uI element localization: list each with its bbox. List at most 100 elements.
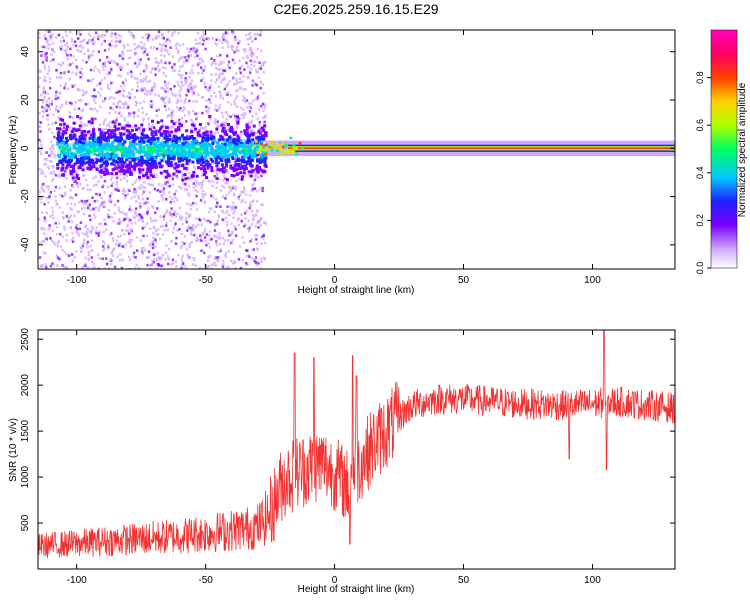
heatmap-cell (99, 148, 103, 152)
heatmap-cell (239, 190, 243, 194)
heatmap-cell (178, 206, 182, 210)
heatmap-cell (166, 172, 170, 176)
heatmap-cell (45, 100, 49, 103)
heatmap-cell (224, 197, 227, 200)
heatmap-cell (260, 260, 263, 263)
heatmap-cell (135, 236, 139, 239)
heatmap-cell (189, 83, 192, 86)
heatmap-cell (257, 135, 261, 139)
heatmap-cell (203, 161, 207, 164)
heatmap-cell (141, 216, 144, 220)
heatmap-cell (63, 86, 66, 90)
heatmap-cell (126, 216, 129, 220)
heatmap-cell (103, 49, 107, 52)
heatmap-cell (143, 153, 147, 156)
heatmap-cell (41, 264, 45, 268)
heatmap-cell (43, 95, 46, 99)
heatmap-cell (128, 155, 132, 158)
heatmap-cell (118, 259, 122, 262)
heatmap-cell (174, 135, 178, 139)
heatmap-cell (151, 246, 155, 250)
heatmap-cell (141, 150, 145, 154)
heatmap-cell (75, 175, 79, 179)
heatmap-cell (100, 130, 104, 134)
heatmap-cell (100, 35, 104, 38)
heatmap-cell (216, 131, 220, 134)
heatmap-cell (98, 128, 102, 132)
heatmap-cell (103, 62, 107, 66)
heatmap-cell (135, 178, 138, 182)
heatmap-cell (235, 138, 239, 142)
heatmap-cell (193, 48, 196, 51)
heatmap-cell (128, 208, 131, 211)
heatmap-cell (224, 161, 228, 164)
heatmap-cell (123, 46, 126, 50)
heatmap-cell (160, 49, 163, 53)
heatmap-cell (121, 57, 125, 60)
heatmap-cell (157, 129, 161, 133)
heatmap-cell (165, 221, 168, 225)
heatmap-cell (161, 198, 165, 201)
heatmap-cell (230, 232, 234, 236)
heatmap-cell (98, 222, 101, 226)
heatmap-cell (258, 131, 262, 135)
heatmap-cell (240, 113, 243, 117)
heatmap-cell (43, 227, 46, 231)
heatmap-cell (111, 162, 114, 166)
heatmap-cell (50, 239, 54, 242)
heatmap-cell (149, 227, 152, 230)
heatmap-cell (86, 227, 89, 231)
heatmap-cell (186, 254, 189, 257)
heatmap-cell (45, 59, 48, 62)
heatmap-cell (109, 258, 112, 261)
heatmap-cell (81, 244, 85, 248)
heatmap-cell (115, 91, 118, 94)
heatmap-cell (258, 120, 261, 124)
heatmap-cell (62, 39, 66, 43)
heatmap-cell (79, 149, 82, 153)
heatmap-cell (217, 215, 220, 219)
heatmap-cell (278, 149, 282, 152)
heatmap-cell (147, 117, 150, 120)
heatmap-cell (187, 225, 191, 228)
heatmap-cell (163, 192, 166, 196)
heatmap-cell (102, 230, 105, 234)
heatmap-cell (250, 92, 254, 95)
heatmap-cell (177, 31, 180, 35)
heatmap-cell (129, 241, 132, 245)
heatmap-cell (234, 129, 237, 133)
heatmap-cell (83, 225, 87, 228)
heatmap-cell (115, 239, 119, 242)
heatmap-cell (171, 66, 174, 69)
heatmap-cell (131, 183, 134, 187)
heatmap-cell (168, 97, 171, 101)
heatmap-cell (90, 249, 94, 253)
heatmap-cell (85, 242, 88, 246)
heatmap-cell (68, 148, 72, 152)
heatmap-cell (185, 71, 188, 75)
heatmap-cell (189, 207, 193, 211)
heatmap-cell (252, 144, 256, 148)
heatmap-cell (283, 145, 287, 148)
heatmap-cell (180, 267, 183, 269)
heatmap-cell (119, 178, 123, 181)
heatmap-cell (152, 150, 156, 154)
heatmap-cell (95, 147, 99, 151)
heatmap-cell (188, 154, 192, 158)
heatmap-cell (147, 139, 151, 143)
heatmap-cell (214, 80, 217, 84)
heatmap-cell (83, 52, 86, 56)
heatmap-cell (142, 246, 145, 250)
heatmap-cell (132, 191, 135, 194)
heatmap-cell (141, 220, 144, 223)
heatmap-cell (185, 59, 188, 62)
heatmap-cell (150, 219, 153, 223)
heatmap-cell (99, 222, 103, 225)
heatmap-cell (152, 260, 155, 264)
heatmap-cell (133, 138, 137, 142)
heatmap-cell (87, 139, 90, 143)
heatmap-cell (252, 79, 255, 83)
heatmap-cell (199, 199, 203, 202)
heatmap-cell (67, 154, 71, 158)
heatmap-cell (208, 156, 211, 159)
